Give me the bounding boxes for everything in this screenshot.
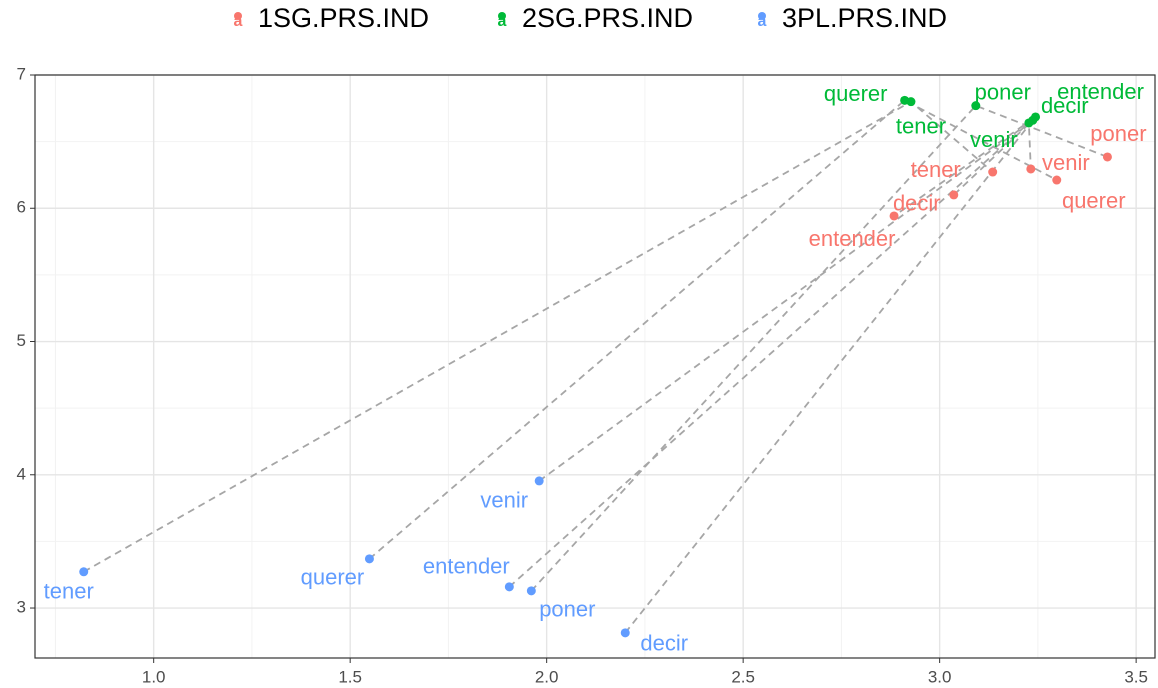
- point: [364, 554, 374, 564]
- point-label: venir: [970, 127, 1018, 152]
- legend-label: 1SG.PRS.IND: [258, 3, 429, 33]
- point: [620, 628, 630, 638]
- point-label: tener: [911, 157, 961, 182]
- point: [900, 95, 910, 105]
- point-label: querer: [1062, 188, 1126, 213]
- point: [1031, 112, 1041, 122]
- point-label: tener: [896, 113, 946, 138]
- legend-key: a: [498, 13, 507, 30]
- point-label: querer: [824, 81, 888, 106]
- connector: [530, 104, 1108, 592]
- point-label: poner: [975, 79, 1031, 104]
- legend-key-point: [498, 12, 506, 20]
- point-label: decir: [893, 191, 941, 216]
- point: [949, 190, 959, 200]
- x-tick-label: 3.0: [928, 667, 952, 686]
- connector: [368, 99, 1058, 560]
- legend-label: 3PL.PRS.IND: [782, 3, 947, 33]
- y-tick-label: 6: [17, 198, 26, 217]
- point-label: entender: [423, 554, 510, 579]
- point-label: venir: [1042, 150, 1090, 175]
- x-tick-label: 2.5: [731, 667, 755, 686]
- point-label: decir: [640, 631, 688, 656]
- x-tick-label: 1.0: [142, 667, 166, 686]
- y-tick-label: 7: [17, 64, 26, 83]
- point-label: decir: [1041, 93, 1089, 118]
- point: [988, 167, 998, 177]
- point-label: venir: [480, 488, 528, 513]
- point: [889, 211, 899, 221]
- point-label: entender: [809, 226, 896, 251]
- point-label: entender: [1057, 79, 1144, 104]
- point: [1024, 118, 1034, 128]
- point: [504, 582, 514, 592]
- y-tick-label: 3: [17, 598, 26, 617]
- point: [79, 567, 89, 577]
- y-tick-label: 4: [17, 464, 26, 483]
- connector: [624, 119, 1034, 634]
- point-label: poner: [1090, 121, 1146, 146]
- point: [971, 101, 981, 111]
- point: [534, 476, 544, 486]
- legend-label: 2SG.PRS.IND: [522, 3, 693, 33]
- point-label: querer: [301, 565, 365, 590]
- connector: [83, 100, 994, 573]
- point: [1026, 164, 1036, 174]
- point: [526, 586, 536, 596]
- legend-key-point: [758, 12, 766, 20]
- y-tick-label: 5: [17, 331, 26, 350]
- legend-key: a: [234, 13, 243, 30]
- point-label: poner: [539, 597, 595, 622]
- legend-key: a: [758, 13, 767, 30]
- connector: [508, 116, 1037, 588]
- x-tick-label: 1.5: [338, 667, 362, 686]
- point: [1102, 152, 1112, 162]
- x-tick-label: 3.5: [1124, 667, 1148, 686]
- panel-border: [34, 74, 1156, 659]
- point: [1052, 175, 1062, 185]
- x-tick-label: 2.0: [535, 667, 559, 686]
- legend-key-point: [234, 12, 242, 20]
- point-label: tener: [44, 579, 94, 604]
